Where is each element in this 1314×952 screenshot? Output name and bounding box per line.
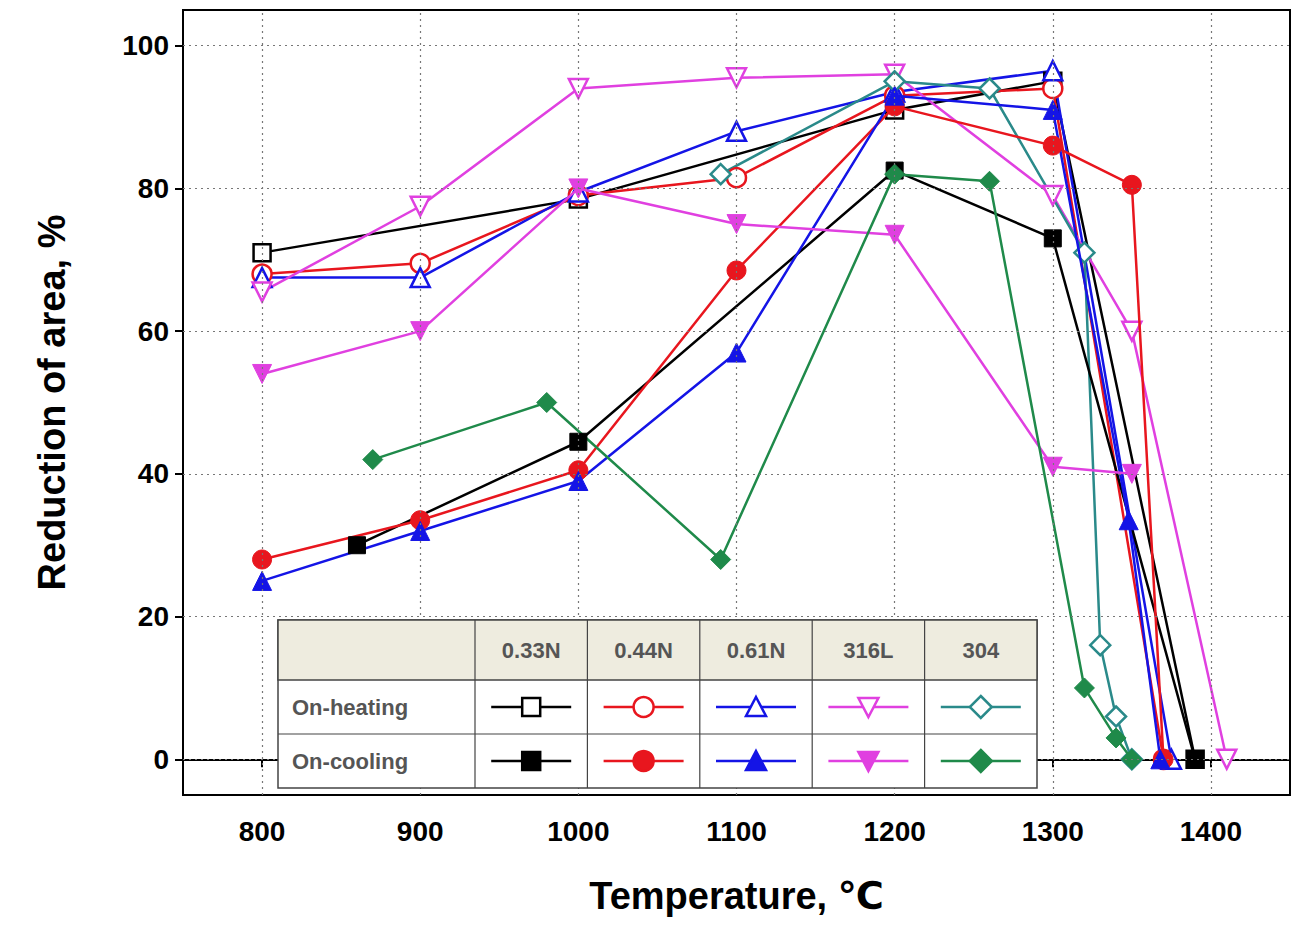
svg-text:On-cooling: On-cooling: [292, 749, 408, 774]
svg-text:1300: 1300: [1022, 816, 1084, 847]
svg-text:0.33N: 0.33N: [502, 638, 561, 663]
svg-text:80: 80: [138, 173, 169, 204]
svg-text:0: 0: [153, 744, 169, 775]
svg-text:304: 304: [962, 638, 999, 663]
svg-text:Reduction of area, %: Reduction of area, %: [31, 215, 73, 591]
svg-text:0.44N: 0.44N: [614, 638, 673, 663]
svg-text:40: 40: [138, 458, 169, 489]
svg-text:On-heating: On-heating: [292, 695, 408, 720]
svg-text:0.61N: 0.61N: [727, 638, 786, 663]
svg-text:60: 60: [138, 316, 169, 347]
svg-text:900: 900: [397, 816, 444, 847]
svg-text:20: 20: [138, 601, 169, 632]
svg-text:1000: 1000: [547, 816, 609, 847]
svg-text:1400: 1400: [1180, 816, 1242, 847]
svg-text:800: 800: [239, 816, 286, 847]
svg-text:316L: 316L: [843, 638, 893, 663]
svg-text:100: 100: [122, 30, 169, 61]
svg-text:Temperature, ℃: Temperature, ℃: [589, 875, 884, 917]
svg-text:1200: 1200: [863, 816, 925, 847]
svg-text:1100: 1100: [706, 816, 767, 847]
